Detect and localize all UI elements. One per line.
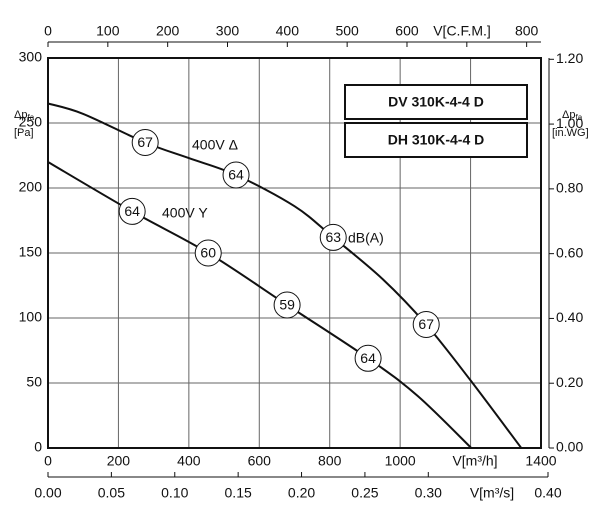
y-axis-label: Δpfa [14, 109, 35, 122]
x3-tick-label: 0.40 [534, 485, 561, 501]
y-tick-label: 150 [19, 244, 43, 260]
y-tick-label: 300 [19, 49, 43, 65]
x2-tick-label: 400 [276, 23, 300, 39]
x3-tick-label: 0.00 [34, 485, 61, 501]
series-label: 400V Y [162, 205, 208, 221]
x3-tick-label: 0.10 [161, 485, 188, 501]
x-axis-label: V[m³/h] [452, 453, 497, 469]
curve [47, 102, 523, 449]
db-marker [222, 161, 250, 189]
x-tick-label: 0 [44, 453, 52, 469]
db-label: 60 [200, 245, 216, 261]
y2-axis-unit: [in.WG] [552, 127, 589, 139]
x-tick-label: 400 [177, 453, 201, 469]
y2-axis-label-main: Δp [562, 109, 575, 121]
y-tick-label: 250 [19, 114, 43, 130]
y-tick-label: 0 [34, 439, 42, 455]
db-marker [118, 197, 146, 225]
x2-tick-label: 500 [335, 23, 359, 39]
series-label: 400V Δ [192, 137, 238, 153]
db-marker [354, 344, 382, 372]
plot-frame [47, 57, 542, 449]
y2-axis-label-sub: fa [575, 113, 582, 122]
x2-tick-label: 0 [44, 23, 52, 39]
db-label: 64 [124, 203, 140, 219]
x-tick-label: 800 [318, 453, 342, 469]
db-label: 67 [418, 316, 434, 332]
db-label: 67 [137, 134, 153, 150]
x-tick-label: 200 [107, 453, 131, 469]
x2-tick-label: 300 [216, 23, 240, 39]
model-box [344, 122, 528, 158]
y2-tick-label: 0.60 [556, 244, 583, 260]
y-axis-unit: [Pa] [14, 127, 34, 139]
db-marker [412, 311, 440, 338]
y-tick-label: 50 [26, 374, 42, 390]
x3-tick-label: 0.25 [351, 485, 378, 501]
x3-tick-label: 0.30 [415, 485, 442, 501]
y2-tick-label: 0.40 [556, 309, 583, 325]
y-tick-label: 100 [19, 309, 43, 325]
db-marker [273, 291, 301, 319]
db-label: 64 [360, 350, 376, 366]
y-axis-label-main: Δp [14, 109, 27, 121]
y-tick-label: 200 [19, 179, 43, 195]
y-axis-label-sub: fa [27, 113, 34, 122]
x3-tick-label: 0.15 [225, 485, 252, 501]
x3-axis-label: V[m³/s] [470, 485, 514, 501]
x2-axis-label: V[C.F.M.] [433, 23, 491, 39]
x-tick-label: 1400 [525, 453, 556, 469]
model-label: DH 310K-4-4 D [388, 132, 484, 148]
x2-tick-label: 200 [156, 23, 180, 39]
marker-unit: dB(A) [348, 230, 384, 246]
db-marker [319, 223, 347, 251]
x3-tick-label: 0.05 [98, 485, 125, 501]
model-label: DV 310K-4-4 D [388, 94, 484, 110]
x-tick-label: 600 [248, 453, 272, 469]
db-label: 64 [228, 167, 244, 183]
model-box [344, 84, 528, 120]
y2-tick-label: 1.00 [556, 115, 583, 131]
x2-tick-label: 800 [515, 23, 539, 39]
db-label: 63 [325, 229, 341, 245]
y2-tick-label: 0.80 [556, 180, 583, 196]
x-tick-label: 1000 [385, 453, 416, 469]
x2-tick-label: 600 [395, 23, 419, 39]
db-label: 59 [279, 297, 295, 313]
y2-axis-label: Δpfa [562, 109, 583, 122]
db-marker [131, 129, 159, 156]
y2-tick-label: 0.20 [556, 374, 583, 390]
y2-tick-label: 1.20 [556, 50, 583, 66]
db-marker [194, 239, 222, 267]
x3-tick-label: 0.20 [288, 485, 315, 501]
x2-tick-label: 100 [96, 23, 120, 39]
y2-tick-label: 0.00 [556, 439, 583, 455]
